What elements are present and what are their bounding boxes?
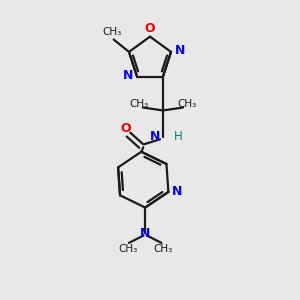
Text: CH₃: CH₃ (177, 99, 196, 109)
Text: O: O (145, 22, 155, 35)
Text: N: N (150, 130, 161, 143)
Text: N: N (140, 227, 150, 240)
Text: CH₃: CH₃ (153, 244, 172, 254)
Text: CH₃: CH₃ (130, 99, 149, 109)
Text: N: N (123, 69, 134, 82)
Text: CH₃: CH₃ (118, 244, 137, 254)
Text: N: N (175, 44, 185, 57)
Text: O: O (121, 122, 131, 135)
Text: N: N (171, 185, 182, 198)
Text: H: H (174, 130, 183, 143)
Text: CH₃: CH₃ (103, 27, 122, 37)
